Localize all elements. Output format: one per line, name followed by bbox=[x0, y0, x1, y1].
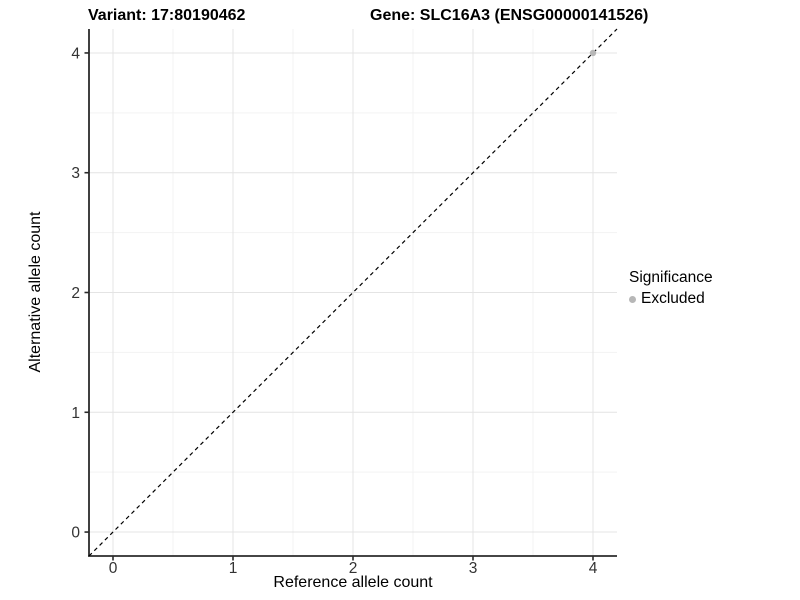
legend-title: Significance bbox=[629, 269, 713, 286]
y-tick-label: 4 bbox=[71, 45, 80, 62]
x-tick-label: 4 bbox=[589, 560, 598, 577]
x-tick-label: 2 bbox=[349, 560, 358, 577]
y-tick-label: 1 bbox=[71, 405, 80, 422]
x-tick-label: 3 bbox=[469, 560, 478, 577]
legend: Significance Excluded bbox=[629, 269, 713, 308]
plot-title-gene: Gene: SLC16A3 (ENSG00000141526) bbox=[370, 7, 649, 24]
excluded-point-icon bbox=[629, 295, 636, 303]
x-tick-label: 1 bbox=[229, 560, 238, 577]
legend-item-label: Excluded bbox=[641, 290, 705, 307]
y-axis-title: Alternative allele count bbox=[27, 211, 44, 373]
x-tick-label: 0 bbox=[109, 560, 118, 577]
y-tick-label: 3 bbox=[71, 165, 80, 182]
x-axis-title: Reference allele count bbox=[273, 574, 433, 591]
legend-item-excluded: Excluded bbox=[629, 290, 713, 308]
y-tick-label: 0 bbox=[71, 525, 80, 542]
data-point bbox=[589, 49, 597, 57]
y-tick-label: 2 bbox=[71, 285, 80, 302]
plot-title-variant: Variant: 17:80190462 bbox=[88, 7, 246, 24]
